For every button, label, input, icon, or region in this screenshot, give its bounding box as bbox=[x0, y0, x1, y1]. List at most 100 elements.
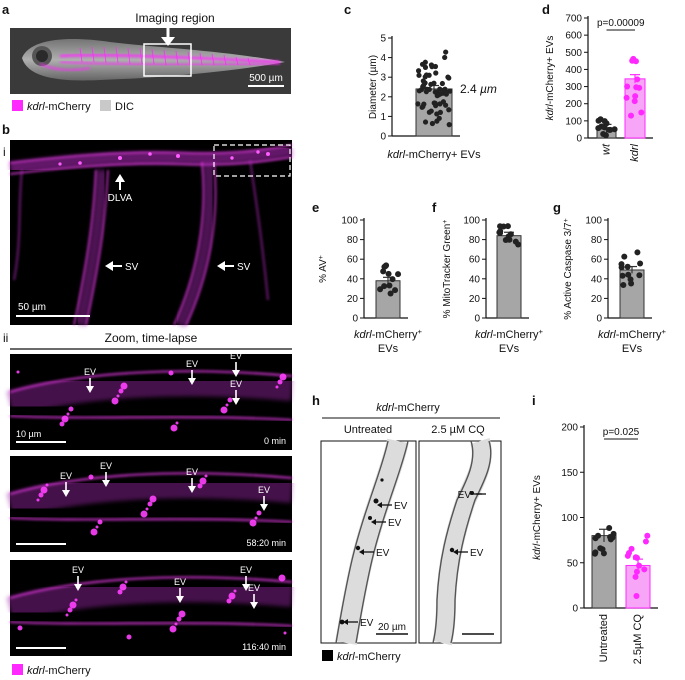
y-tick-label: 20 bbox=[591, 294, 603, 305]
ev-label: EV bbox=[186, 467, 198, 477]
data-point bbox=[432, 100, 438, 106]
frame-3: EV EV EV EV 116:40 min bbox=[6, 560, 294, 656]
y-axis-label: kdrl-mCherry+ EVs bbox=[545, 36, 556, 121]
data-point bbox=[446, 107, 452, 113]
bar bbox=[591, 535, 617, 609]
y-tick-label: 100 bbox=[565, 116, 582, 127]
col-cq: 2.5 µM CQ bbox=[431, 424, 485, 436]
ev-label: EV bbox=[258, 485, 270, 495]
ev-arrow: EV bbox=[230, 379, 242, 405]
p-value: p=0.025 bbox=[603, 427, 640, 438]
data-point bbox=[595, 117, 602, 124]
ev-untreated-1: EV bbox=[394, 501, 408, 512]
label-sv-2: SV bbox=[237, 262, 251, 273]
x-category-label: kdrl-mCherry+ bbox=[598, 327, 667, 342]
y-axis-label: % MitoTracker Green+ bbox=[442, 220, 454, 319]
data-point bbox=[420, 84, 426, 90]
data-point bbox=[641, 566, 648, 573]
ev-untreated-2: EV bbox=[388, 518, 402, 529]
x-category-label: Untreated bbox=[598, 614, 610, 662]
imaging-region-title: Imaging region bbox=[135, 11, 214, 25]
y-tick-label: 100 bbox=[585, 216, 602, 227]
chart-f: 0 20 40 60 80 100 % MitoTracker Green+ kdrl-mCh… bbox=[442, 216, 544, 356]
panel-h-title: kdrl-mCherry bbox=[376, 402, 440, 414]
data-point bbox=[428, 81, 434, 87]
ev-arrow: EV bbox=[186, 359, 198, 385]
data-point bbox=[628, 112, 635, 119]
data-point bbox=[632, 93, 639, 100]
y-tick-label: 50 bbox=[567, 558, 579, 569]
y-tick-label: 5 bbox=[380, 34, 386, 45]
data-point bbox=[395, 271, 402, 278]
x-category-label: kdrl-mCherry+ bbox=[475, 327, 544, 342]
zoom-title: Zoom, time-lapse bbox=[105, 331, 198, 345]
data-point bbox=[443, 89, 450, 95]
data-point bbox=[377, 286, 384, 293]
data-point bbox=[421, 101, 427, 107]
data-point bbox=[500, 223, 507, 230]
data-point bbox=[638, 109, 645, 116]
legend-label-kdrl-h: kdrl-mCherry bbox=[337, 651, 401, 663]
data-point bbox=[428, 108, 434, 114]
data-point bbox=[422, 119, 429, 125]
y-tick-label: 1 bbox=[380, 112, 386, 123]
x-category-label: 2.5µM CQ bbox=[632, 614, 644, 665]
frame-time: 116:40 min bbox=[242, 642, 286, 652]
legend-label-kdrl-b: kdrl-mCherry bbox=[27, 665, 91, 677]
chart-e: 0 20 40 60 80 100 % AV+ kdrl-mCherry+EVs bbox=[318, 216, 423, 356]
vessel-image-untreated: EV EV EV EV 20 µm bbox=[320, 438, 417, 645]
y-tick-label: 0 bbox=[596, 314, 602, 325]
y-tick-label: 80 bbox=[591, 235, 603, 246]
data-point bbox=[443, 49, 449, 55]
legend-swatch-black bbox=[322, 650, 333, 661]
legend-h: kdrl-mCherry bbox=[322, 650, 401, 663]
y-tick-label: 20 bbox=[469, 294, 481, 305]
zebrafish-image: 500 µm bbox=[10, 26, 291, 94]
data-point bbox=[381, 283, 388, 290]
panel-label-g: g bbox=[553, 200, 561, 215]
y-tick-label: 500 bbox=[565, 48, 582, 59]
data-point bbox=[442, 54, 448, 61]
data-point bbox=[633, 592, 640, 599]
panel-label-bi: i bbox=[3, 145, 6, 159]
y-tick-label: 150 bbox=[561, 468, 578, 479]
y-tick-label: 100 bbox=[341, 216, 358, 227]
data-point bbox=[600, 130, 607, 137]
data-point bbox=[504, 223, 511, 230]
legend-a: kdrl-mCherry DIC bbox=[12, 100, 134, 113]
data-point bbox=[439, 80, 445, 87]
y-tick-label: 60 bbox=[347, 255, 359, 266]
frame-1: EV EV EV EV 0 min 10 µm bbox=[6, 351, 294, 450]
data-point bbox=[636, 562, 643, 569]
label-dlva: DLVA bbox=[108, 193, 133, 204]
y-tick-label: 40 bbox=[591, 274, 603, 285]
y-tick-label: 600 bbox=[565, 31, 582, 42]
data-point bbox=[621, 253, 628, 260]
ev-untreated-3: EV bbox=[376, 548, 390, 559]
y-tick-label: 40 bbox=[469, 274, 481, 285]
data-point bbox=[607, 533, 614, 540]
ev-arrow: EV bbox=[240, 565, 252, 591]
ev-label: EV bbox=[100, 461, 112, 471]
data-point bbox=[440, 99, 447, 105]
data-point bbox=[626, 549, 633, 556]
data-point bbox=[506, 236, 513, 243]
x-category-label-2: EVs bbox=[499, 343, 520, 355]
data-point bbox=[642, 538, 649, 545]
panel-label-bii: ii bbox=[3, 331, 8, 345]
data-point bbox=[625, 271, 632, 278]
data-point bbox=[599, 546, 606, 553]
data-point bbox=[632, 554, 639, 561]
p-value: p=0.00009 bbox=[597, 18, 645, 29]
data-point bbox=[595, 125, 602, 132]
y-tick-label: 300 bbox=[565, 82, 582, 93]
ev-cq-1: EV bbox=[458, 490, 472, 501]
ev-label: EV bbox=[84, 367, 96, 377]
y-axis-label: % Active Caspase 3/7+ bbox=[563, 218, 575, 319]
data-point bbox=[437, 91, 444, 97]
scale-bar-label: 500 µm bbox=[249, 73, 283, 84]
data-point bbox=[632, 573, 639, 580]
x-category-label: kdrl bbox=[629, 143, 641, 161]
ev-label: EV bbox=[230, 351, 242, 361]
